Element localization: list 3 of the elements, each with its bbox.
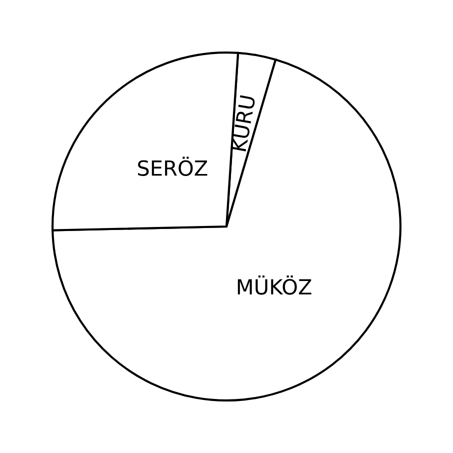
slice-label: MÜKÖZ — [238, 275, 312, 295]
slice-label: SERÖZ — [138, 156, 208, 176]
slice-label: KURU — [230, 95, 256, 152]
